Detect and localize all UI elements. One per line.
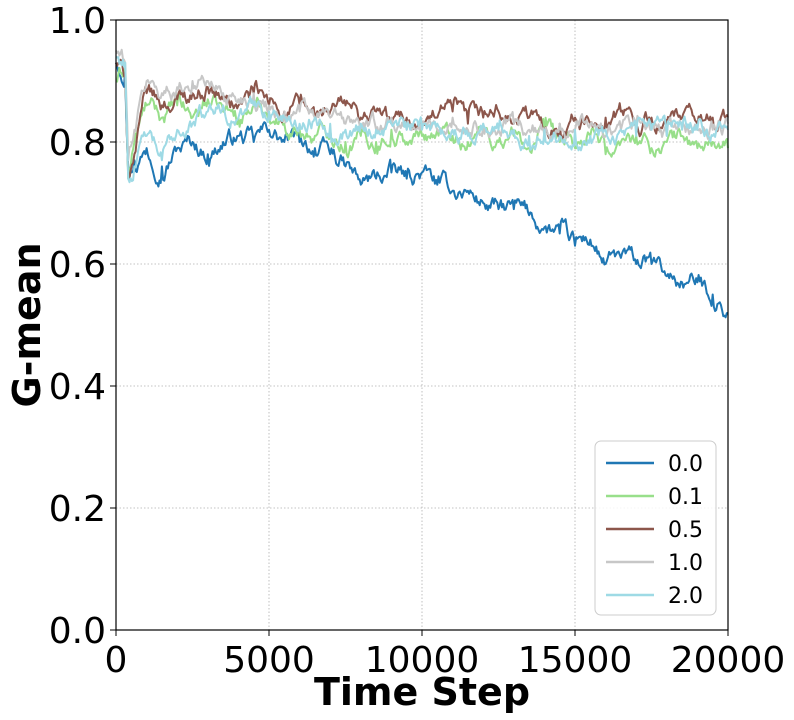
y-axis-ticks: 0.0 0.2 0.4 0.6 0.8 1.0: [49, 1, 116, 652]
x-tick-label: 0: [105, 640, 128, 681]
series-line-0.0: [115, 62, 729, 319]
legend-label: 2.0: [668, 584, 703, 609]
legend-label: 0.5: [668, 518, 703, 543]
x-axis-ticks: 0 5000 10000 15000 20000: [105, 630, 786, 681]
legend-label: 1.0: [668, 551, 703, 576]
y-tick-label: 0.0: [49, 611, 106, 652]
y-axis-title: G-mean: [5, 242, 49, 407]
series-line-2.0: [115, 55, 729, 184]
series-lines: [115, 48, 729, 319]
x-axis-title: Time Step: [314, 670, 530, 714]
x-tick-label: 20000: [671, 640, 786, 681]
y-tick-label: 1.0: [49, 1, 106, 42]
x-tick-label: 5000: [223, 640, 315, 681]
y-tick-label: 0.2: [49, 489, 106, 530]
y-tick-label: 0.6: [49, 245, 106, 286]
legend-label: 0.0: [668, 452, 703, 477]
legend-label: 0.1: [668, 485, 703, 510]
legend: 0.0 0.1 0.5 1.0 2.0: [594, 440, 717, 616]
y-tick-label: 0.8: [49, 123, 106, 164]
x-tick-label: 10000: [365, 640, 480, 681]
x-tick-label: 15000: [518, 640, 633, 681]
y-tick-label: 0.4: [49, 367, 106, 408]
legend-box: [594, 440, 717, 616]
